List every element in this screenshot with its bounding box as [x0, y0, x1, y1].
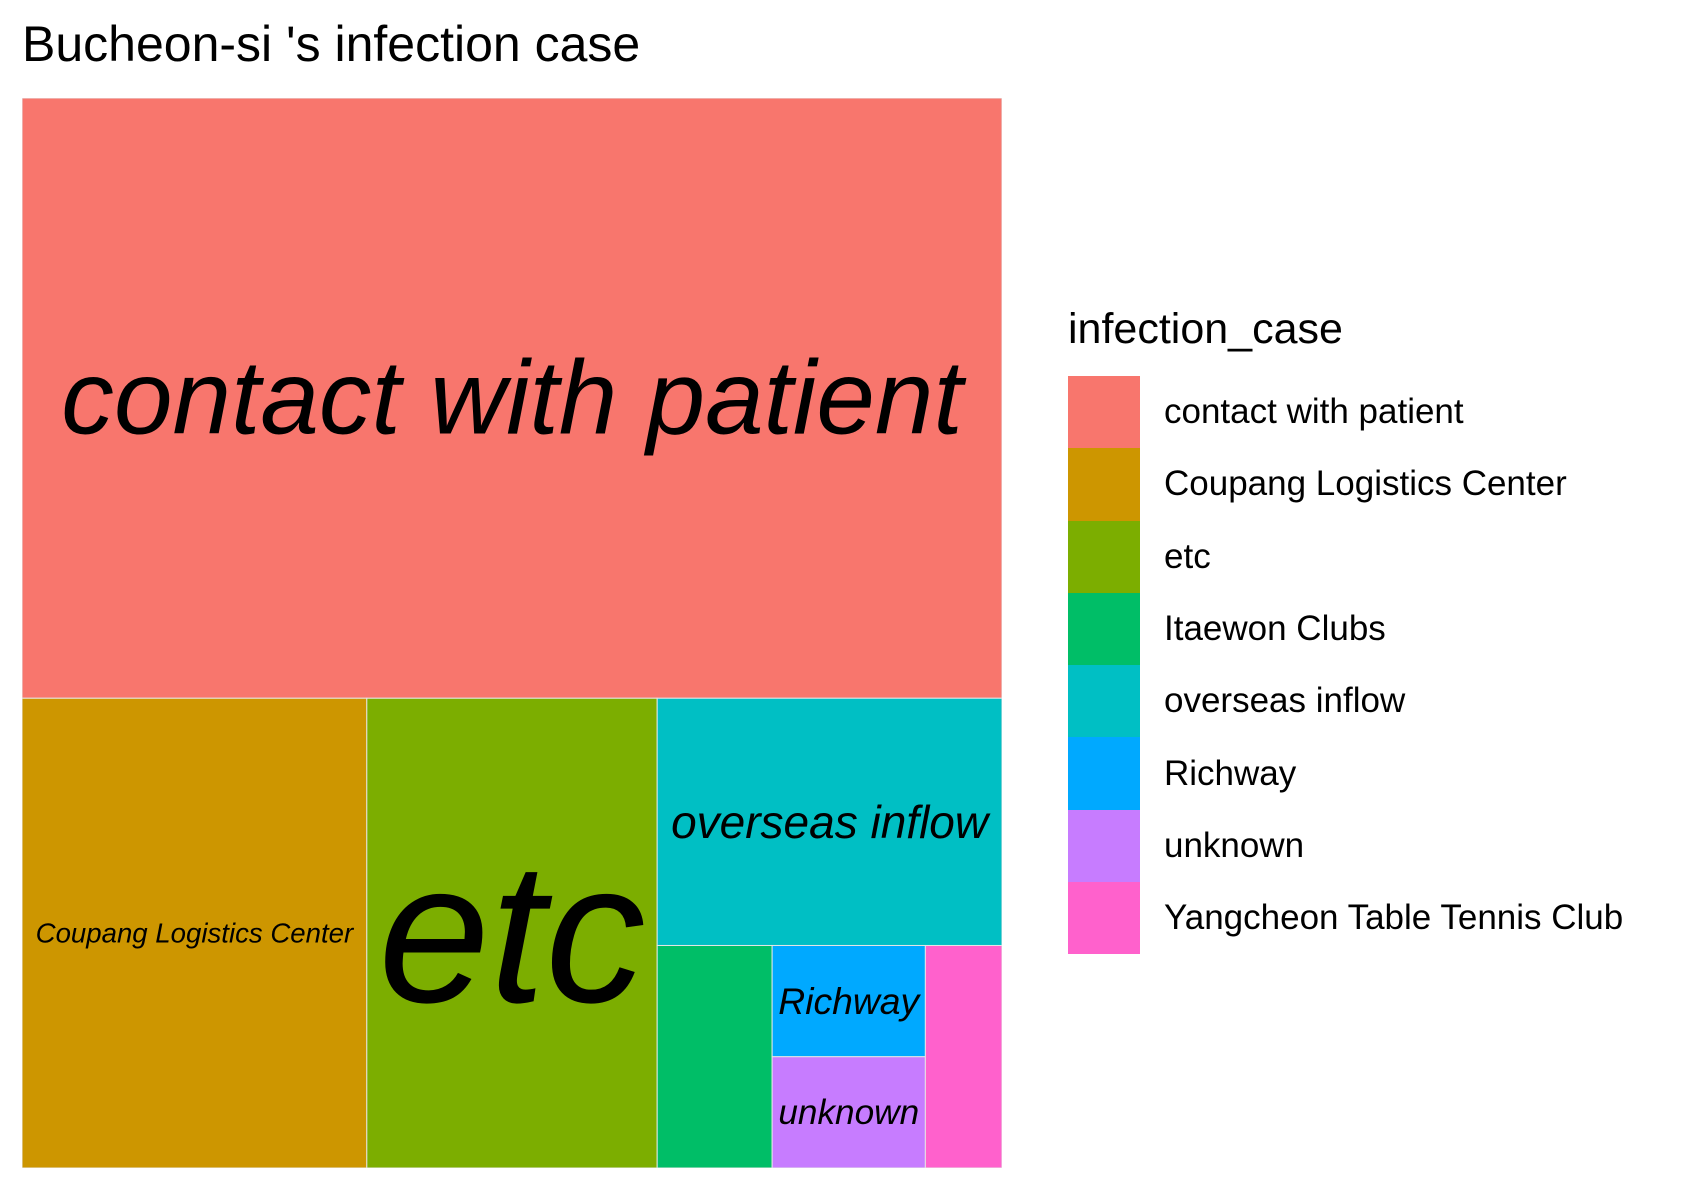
- legend-label: Richway: [1164, 753, 1297, 793]
- legend: infection_case contact with patient Coupa…: [1068, 302, 1624, 955]
- legend-label: overseas inflow: [1164, 681, 1406, 721]
- treemap-plot: contact with patient Coupang Logistics Ce…: [22, 98, 1002, 1168]
- legend-swatch: [1068, 520, 1140, 593]
- legend-swatch: [1068, 448, 1140, 521]
- tile-label-overseas-inflow: overseas inflow: [671, 796, 991, 848]
- tile-label-etc: etc: [378, 822, 645, 1045]
- tile-richway: [771, 944, 926, 1058]
- legend-item-yangcheon-table-tennis-club: Yangcheon Table Tennis Club: [1068, 882, 1624, 955]
- legend-item-overseas-inflow: overseas inflow: [1068, 665, 1623, 738]
- tile-label-richway: Richway: [778, 980, 921, 1022]
- legend-item-contact-with-patient: contact with patient: [1068, 376, 1623, 449]
- tile-label-contact-with-patient: contact with patient: [61, 340, 966, 457]
- legend-item-coupang-logistics-center: Coupang Logistics Center: [1068, 448, 1623, 521]
- legend-label: unknown: [1164, 825, 1305, 865]
- tile-contact-with-patient: [22, 98, 1002, 699]
- tile-overseas-inflow: [656, 697, 1002, 946]
- tile-label-unknown: unknown: [778, 1093, 919, 1132]
- legend-label: etc: [1164, 536, 1211, 576]
- legend-swatch: [1068, 809, 1140, 883]
- tile-etc: [366, 697, 658, 1168]
- legend-label: Yangcheon Table Tennis Club: [1164, 898, 1624, 938]
- tile-itaewon-clubs: [656, 944, 773, 1168]
- tile-label-coupang-logistics-center: Coupang Logistics Center: [36, 918, 355, 949]
- legend-swatch: [1068, 665, 1140, 738]
- chart-title: Bucheon-si 's infection case: [22, 16, 641, 72]
- legend-title: infection_case: [1068, 305, 1343, 353]
- legend-items: contact with patient Coupang Logistics Ce…: [1068, 376, 1624, 955]
- legend-item-etc: etc: [1068, 520, 1623, 593]
- legend-label: contact with patient: [1164, 392, 1464, 432]
- legend-item-itaewon-clubs: Itaewon Clubs: [1068, 592, 1623, 666]
- legend-label: Itaewon Clubs: [1164, 609, 1386, 649]
- tile-coupang-logistics-center: [22, 697, 368, 1168]
- legend-swatch: [1068, 376, 1140, 449]
- legend-swatch: [1068, 592, 1140, 666]
- legend-item-unknown: unknown: [1068, 809, 1623, 883]
- legend-label: Coupang Logistics Center: [1164, 464, 1567, 504]
- tile-yangcheon-table-tennis-club: [924, 944, 1002, 1168]
- legend-swatch: [1068, 737, 1140, 810]
- legend-swatch: [1068, 882, 1140, 955]
- legend-item-richway: Richway: [1068, 737, 1623, 810]
